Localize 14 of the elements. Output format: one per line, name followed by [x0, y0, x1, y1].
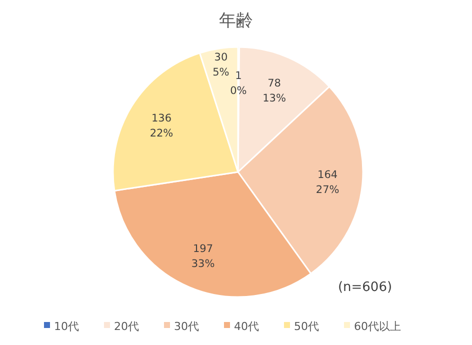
legend-label: 40代 — [234, 320, 259, 333]
legend-label: 20代 — [114, 320, 139, 333]
legend-label: 60代以上 — [354, 320, 401, 333]
chart-title: 年齢 — [219, 11, 253, 31]
data-label: 78 13% — [262, 78, 286, 105]
legend-label: 30代 — [174, 320, 199, 333]
data-label: 1 0% — [230, 70, 247, 97]
data-label: 197 33% — [191, 242, 215, 270]
text: (n=606) — [338, 280, 392, 295]
legend-label: 10代 — [54, 320, 79, 333]
data-label: 164 27% — [316, 168, 340, 196]
data-label: 136 22% — [150, 112, 174, 140]
data-label: 30 5% — [212, 51, 230, 78]
legend-label: 50代 — [294, 320, 319, 333]
